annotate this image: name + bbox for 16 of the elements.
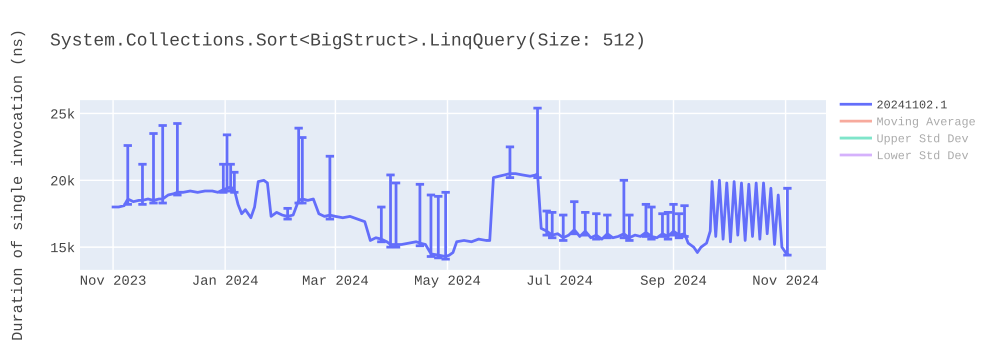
x-tick-label: Nov 2024 bbox=[753, 275, 818, 285]
y-axis-title: Duration of single invocation (ns) bbox=[10, 32, 26, 340]
x-tick-label: May 2024 bbox=[415, 275, 480, 288]
legend-label: Lower Std Dev bbox=[878, 150, 968, 160]
legend-label: 20241102.1 bbox=[877, 100, 947, 109]
x-tick-label: Nov 2023 bbox=[80, 275, 146, 285]
x-tick-label: Jul 2024 bbox=[527, 274, 592, 285]
legend-label: Upper Std Dev bbox=[877, 134, 968, 145]
y-tick-label: 15k bbox=[51, 242, 74, 252]
y-tick-label: 20k bbox=[51, 175, 74, 186]
y-tick-label: 25k bbox=[51, 108, 74, 119]
legend-label: Moving Average bbox=[877, 116, 975, 128]
chart-title: System.Collections.Sort<BigStruct>.LinqQuery(Size: 512) bbox=[50, 32, 643, 50]
x-tick-label: Jan 2024 bbox=[193, 275, 258, 285]
x-tick-label: Mar 2024 bbox=[302, 275, 368, 285]
x-tick-label: Sep 2024 bbox=[640, 275, 706, 288]
